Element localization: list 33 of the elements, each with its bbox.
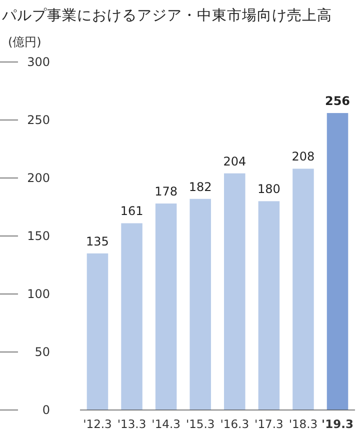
data-label: 182 bbox=[188, 180, 212, 194]
data-label: 208 bbox=[292, 150, 315, 164]
bar bbox=[292, 168, 314, 410]
bar bbox=[190, 198, 211, 410]
data-label: 161 bbox=[120, 204, 144, 218]
x-tick-label: '12.3 bbox=[83, 417, 112, 431]
chart-title: パルプ事業におけるアジア・中東市場向け売上高 bbox=[1, 7, 332, 24]
bar bbox=[155, 204, 177, 410]
data-label: 180 bbox=[257, 182, 280, 196]
y-tick-label: 100 bbox=[27, 287, 50, 301]
y-tick-label: 250 bbox=[27, 113, 50, 127]
x-tick-label: '19.3 bbox=[322, 417, 354, 431]
bar bbox=[224, 173, 246, 410]
x-tick-label: '17.3 bbox=[254, 417, 284, 431]
bar bbox=[86, 253, 108, 410]
data-label: 135 bbox=[86, 234, 109, 248]
y-tick-label: 50 bbox=[34, 345, 50, 359]
x-tick-label: '15.3 bbox=[186, 417, 215, 431]
data-label: 178 bbox=[154, 184, 178, 199]
data-label: 256 bbox=[324, 94, 350, 108]
x-tick-label: '14.3 bbox=[152, 417, 180, 431]
y-tick-label: 200 bbox=[27, 171, 50, 185]
bar bbox=[258, 201, 280, 410]
y-tick-label: 150 bbox=[27, 229, 50, 243]
data-label: 204 bbox=[223, 154, 246, 168]
x-tick-label: '16.3 bbox=[220, 417, 250, 431]
x-tick-label: '13.3 bbox=[117, 417, 146, 431]
y-tick-label: 0 bbox=[42, 403, 50, 417]
bar bbox=[326, 113, 348, 410]
y-tick-label: 300 bbox=[27, 55, 50, 69]
bar bbox=[121, 223, 142, 410]
y-axis-title: (億円) bbox=[8, 35, 42, 49]
x-tick-label: '18.3 bbox=[288, 417, 318, 431]
